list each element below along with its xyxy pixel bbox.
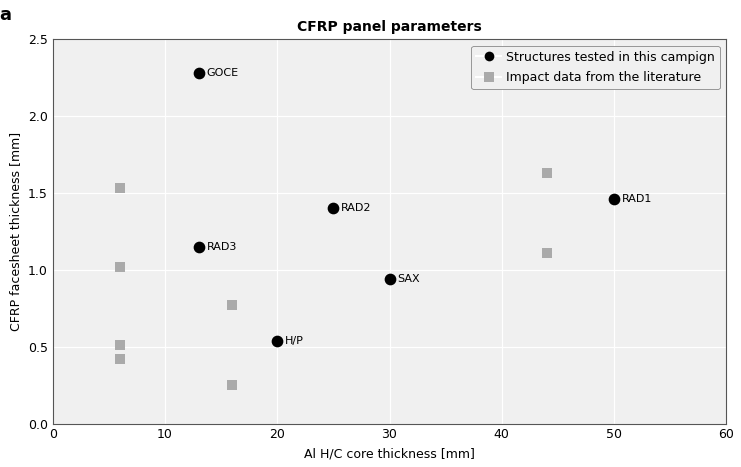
Point bbox=[193, 243, 205, 251]
Text: RAD3: RAD3 bbox=[207, 242, 237, 252]
Point bbox=[473, 59, 485, 66]
Point bbox=[114, 355, 126, 363]
Point bbox=[227, 302, 239, 309]
Point bbox=[227, 382, 239, 389]
Point bbox=[114, 263, 126, 270]
Y-axis label: CFRP facesheet thickness [mm]: CFRP facesheet thickness [mm] bbox=[10, 132, 22, 331]
Point bbox=[541, 170, 553, 177]
Text: SAX: SAX bbox=[397, 274, 420, 284]
Point bbox=[384, 276, 396, 283]
Point bbox=[541, 249, 553, 257]
Point bbox=[328, 205, 339, 212]
Text: RAD2: RAD2 bbox=[342, 204, 372, 213]
Point bbox=[271, 337, 283, 344]
Point bbox=[193, 70, 205, 77]
Text: RAD1: RAD1 bbox=[622, 194, 652, 204]
Point bbox=[608, 196, 619, 203]
Title: CFRP panel parameters: CFRP panel parameters bbox=[297, 20, 482, 34]
Text: GOCE: GOCE bbox=[207, 68, 239, 78]
Text: H/P: H/P bbox=[285, 336, 304, 346]
Legend: Structures tested in this campign, Impact data from the literature: Structures tested in this campign, Impac… bbox=[471, 46, 720, 89]
Point bbox=[114, 341, 126, 349]
Text: a: a bbox=[0, 6, 11, 24]
X-axis label: Al H/C core thickness [mm]: Al H/C core thickness [mm] bbox=[304, 447, 475, 460]
Point bbox=[114, 185, 126, 192]
